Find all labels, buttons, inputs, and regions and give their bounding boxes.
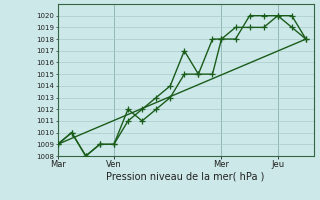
X-axis label: Pression niveau de la mer( hPa ): Pression niveau de la mer( hPa ) — [107, 172, 265, 182]
